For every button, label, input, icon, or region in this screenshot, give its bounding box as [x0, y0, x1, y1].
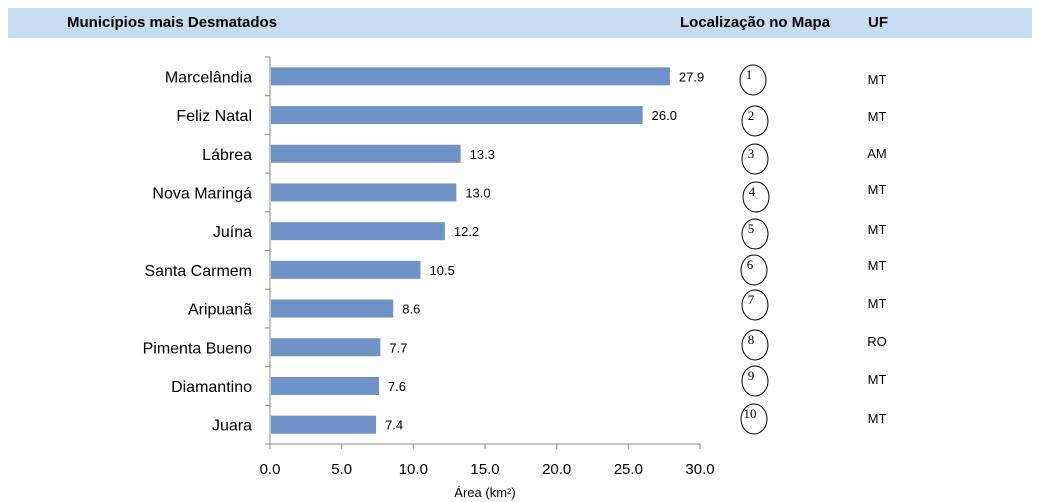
x-tick-label: 30.0: [685, 461, 714, 478]
map-location-circle: [741, 289, 769, 321]
uf-label: MT: [868, 182, 887, 197]
x-axis-title: Área (km²): [454, 485, 515, 500]
category-label: Feliz Natal: [176, 108, 252, 125]
data-label: 27.9: [679, 69, 704, 84]
bar: [271, 299, 394, 318]
map-location-number: 9: [748, 368, 755, 383]
uf-label: AM: [867, 146, 887, 161]
category-label: Santa Carmem: [144, 263, 252, 280]
bar: [271, 67, 670, 86]
x-tick-label: 10.0: [399, 461, 428, 478]
map-location-circle: [739, 64, 767, 96]
category-label: Nova Maringá: [152, 185, 252, 202]
x-tick-label: 25.0: [614, 461, 643, 478]
category-label: Juara: [212, 418, 252, 435]
chart-title: Municípios mais Desmatados: [67, 14, 278, 31]
data-label: 13.3: [470, 147, 495, 162]
category-label: Juína: [213, 224, 252, 241]
map-location-number: 3: [748, 146, 755, 161]
data-label: 10.5: [430, 263, 455, 278]
uf-label: MT: [868, 372, 887, 387]
category-label: Marcelândia: [165, 69, 252, 86]
map-location-header: Localização no Mapa: [680, 14, 831, 31]
map-location-number: 5: [748, 221, 755, 236]
uf-label: MT: [868, 222, 887, 237]
category-label: Pimenta Bueno: [143, 340, 253, 357]
map-location-number: 6: [747, 257, 754, 272]
data-label: 7.4: [385, 418, 403, 433]
bar: [271, 415, 377, 434]
map-location-number: 7: [748, 292, 755, 307]
map-location-number: 4: [749, 184, 756, 199]
data-label: 13.0: [465, 185, 490, 200]
uf-label: MT: [868, 296, 887, 311]
uf-label: MT: [868, 411, 887, 426]
map-location-number: 2: [748, 108, 755, 123]
map-location-circle: [740, 403, 768, 435]
data-label: 26.0: [652, 108, 677, 123]
bar: [271, 338, 381, 357]
data-label: 12.2: [454, 224, 479, 239]
uf-label: MT: [868, 258, 887, 273]
uf-label: MT: [868, 72, 887, 87]
map-location-circle: [741, 143, 769, 175]
data-label: 7.7: [389, 340, 407, 355]
map-location-circle: [741, 218, 769, 250]
map-location-number: 10: [744, 406, 757, 421]
map-location-number: 8: [748, 332, 755, 347]
bar: [271, 260, 421, 279]
bar: [271, 183, 457, 202]
x-tick-label: 5.0: [331, 461, 352, 478]
data-label: 7.6: [388, 379, 406, 394]
header-band: [8, 8, 1032, 38]
uf-header: UF: [868, 14, 888, 31]
x-tick-label: 0.0: [260, 461, 281, 478]
map-location-circle: [741, 105, 769, 137]
category-label: Diamantino: [171, 379, 252, 396]
map-location-circle: [741, 365, 769, 397]
x-tick-label: 15.0: [470, 461, 499, 478]
map-location-circle: [740, 254, 768, 286]
bar: [271, 144, 461, 163]
uf-label: RO: [867, 334, 887, 349]
bar: [271, 106, 643, 125]
map-location-number: 1: [746, 67, 753, 82]
data-label: 8.6: [402, 302, 420, 317]
category-label: Lábrea: [202, 147, 252, 164]
x-tick-label: 20.0: [542, 461, 571, 478]
bar: [271, 222, 445, 241]
uf-label: MT: [868, 109, 887, 124]
map-location-circle: [742, 181, 770, 213]
bar: [271, 376, 379, 395]
map-location-circle: [741, 329, 769, 361]
category-label: Aripuanã: [188, 302, 252, 319]
